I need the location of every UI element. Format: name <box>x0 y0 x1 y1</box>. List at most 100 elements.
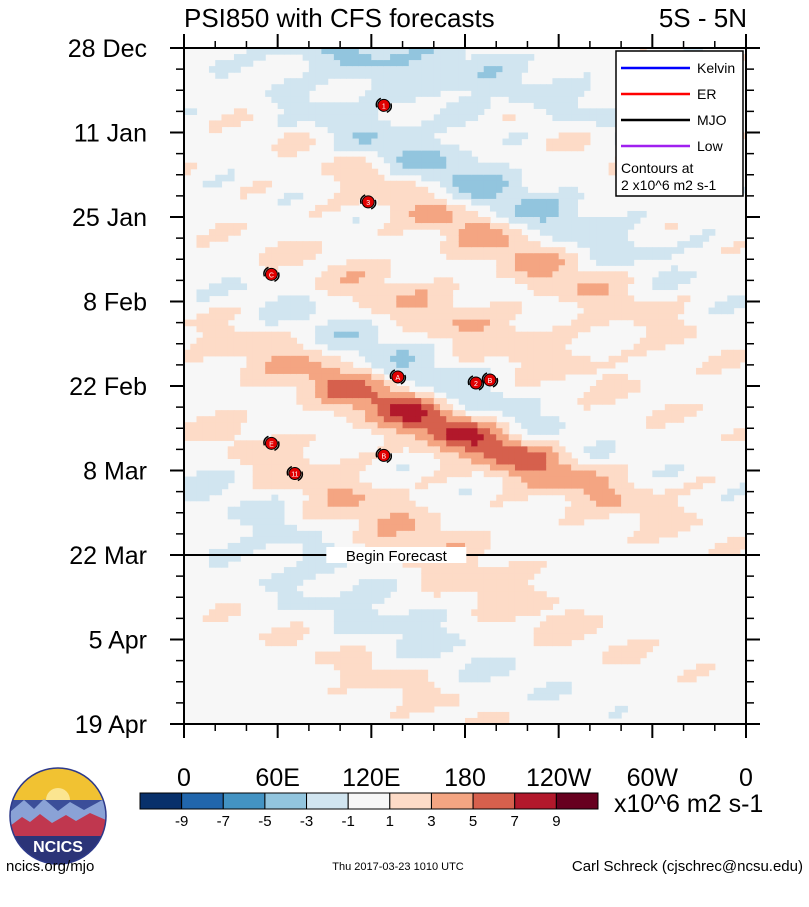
anomaly-cell <box>327 367 335 375</box>
anomaly-cell <box>265 367 273 375</box>
anomaly-cell <box>383 66 391 73</box>
anomaly-cell <box>377 488 385 496</box>
anomaly-cell <box>258 259 266 266</box>
storm-label: E <box>269 441 274 448</box>
anomaly-cell <box>371 337 379 345</box>
anomaly-cell <box>652 307 660 315</box>
anomaly-cell <box>683 669 691 677</box>
anomaly-cell <box>371 416 379 423</box>
anomaly-cell <box>408 392 416 399</box>
anomaly-cell <box>452 428 460 435</box>
anomaly-cell <box>727 488 735 496</box>
anomaly-cell <box>390 295 397 303</box>
anomaly-cell <box>315 464 322 472</box>
anomaly-cell <box>514 301 522 309</box>
anomaly-cell <box>708 367 716 375</box>
anomaly-cell <box>683 488 691 496</box>
anomaly-cell <box>446 464 454 472</box>
anomaly-cell <box>489 337 497 345</box>
anomaly-cell <box>646 331 653 339</box>
anomaly-cell <box>627 295 635 303</box>
anomaly-cell <box>465 458 472 466</box>
anomaly-cell <box>383 90 391 97</box>
anomaly-cell <box>496 192 504 200</box>
anomaly-cell <box>427 633 435 641</box>
anomaly-cell <box>327 343 335 351</box>
anomaly-cell <box>508 337 516 345</box>
anomaly-cell <box>271 434 279 441</box>
anomaly-cell <box>446 283 454 291</box>
anomaly-cell <box>277 331 285 339</box>
anomaly-cell <box>377 198 385 206</box>
anomaly-cell <box>583 108 591 115</box>
anomaly-cell <box>415 319 422 327</box>
anomaly-cell <box>408 609 416 616</box>
anomaly-cell <box>202 289 210 297</box>
anomaly-cell <box>433 615 441 622</box>
anomaly-cell <box>240 518 248 526</box>
anomaly-cell <box>440 313 447 321</box>
anomaly-cell <box>433 379 441 387</box>
anomaly-cell <box>433 331 441 339</box>
anomaly-cell <box>521 476 529 484</box>
anomaly-cell <box>190 343 198 351</box>
anomaly-cell <box>308 542 316 550</box>
anomaly-cell <box>583 512 591 520</box>
anomaly-cell <box>546 615 554 622</box>
anomaly-cell <box>421 392 429 399</box>
anomaly-cell <box>427 699 435 707</box>
anomaly-cell <box>358 54 366 61</box>
anomaly-cell <box>415 693 422 701</box>
anomaly-cell <box>583 446 591 453</box>
anomaly-cell <box>571 229 578 236</box>
anomaly-cell <box>521 446 529 453</box>
anomaly-cell <box>346 675 354 683</box>
anomaly-cell <box>733 241 741 248</box>
anomaly-cell <box>290 120 297 128</box>
site-link[interactable]: ncics.org/mjo <box>6 858 94 875</box>
anomaly-cell <box>527 693 535 701</box>
anomaly-cell <box>589 253 597 260</box>
anomaly-cell <box>365 367 372 375</box>
anomaly-cell <box>415 126 422 134</box>
anomaly-cell <box>308 597 316 604</box>
anomaly-cell <box>508 597 516 604</box>
anomaly-cell <box>258 313 266 321</box>
anomaly-cell <box>477 458 485 466</box>
anomaly-cell <box>658 277 666 284</box>
anomaly-cell <box>639 506 647 514</box>
anomaly-cell <box>352 162 360 170</box>
anomaly-cell <box>614 711 622 719</box>
anomaly-cell <box>446 54 454 61</box>
anomaly-cell <box>415 410 422 417</box>
anomaly-cell <box>402 645 410 653</box>
anomaly-cell <box>521 277 529 284</box>
anomaly-cell <box>202 325 210 333</box>
anomaly-cell <box>440 567 447 574</box>
anomaly-cell <box>589 494 597 502</box>
anomaly-cell <box>415 66 422 73</box>
anomaly-cell <box>440 693 447 701</box>
anomaly-cell <box>521 349 529 357</box>
anomaly-cell <box>477 422 485 429</box>
anomaly-cell <box>633 657 641 665</box>
anomaly-cell <box>340 343 347 351</box>
anomaly-cell <box>608 657 616 665</box>
anomaly-cell <box>208 422 216 429</box>
anomaly-cell <box>714 355 722 363</box>
anomaly-cell <box>440 536 447 544</box>
anomaly-cell <box>265 518 273 526</box>
anomaly-cell <box>408 355 416 363</box>
anomaly-cell <box>533 247 541 254</box>
anomaly-cell <box>427 90 435 97</box>
anomaly-cell <box>583 488 591 496</box>
anomaly-cell <box>283 259 291 266</box>
anomaly-cell <box>371 410 379 417</box>
anomaly-cell <box>427 331 435 339</box>
anomaly-cell <box>308 241 316 248</box>
anomaly-cell <box>571 271 578 278</box>
anomaly-cell <box>452 536 460 544</box>
anomaly-cell <box>558 259 566 266</box>
anomaly-cell <box>352 603 360 610</box>
anomaly-cell <box>296 367 304 375</box>
